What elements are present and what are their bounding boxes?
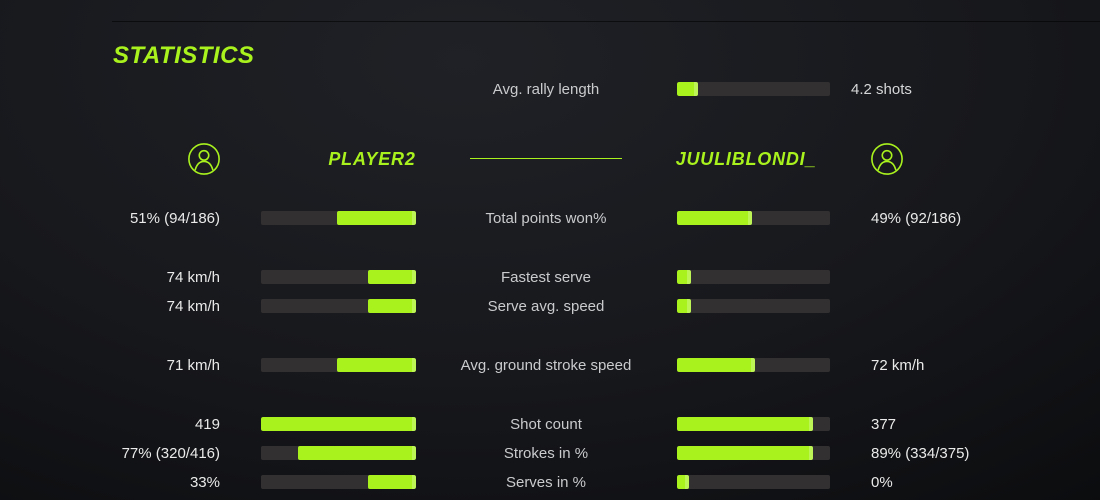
left-player-bar-fill (336, 211, 416, 225)
left-player-value: 74 km/h (166, 298, 220, 315)
right-player-value: 377 (871, 416, 897, 433)
left-player-bar-fill (261, 417, 416, 431)
left-player-bar-fill (367, 299, 416, 313)
right-player-bar (677, 358, 830, 372)
left-player-value: 419 (194, 416, 220, 433)
left-player-bar (261, 270, 416, 284)
right-player-value: 89% (334/375) (871, 445, 970, 462)
page-title: STATISTICS (113, 42, 255, 69)
rally-length-bar (677, 82, 830, 96)
left-player-bar-fill (367, 475, 416, 489)
right-player-bar-fill (677, 299, 691, 313)
stat-row-serves-in: 33% Serves in % 0% (0, 468, 1100, 497)
right-player-bar (677, 270, 830, 284)
right-player-bar (677, 446, 830, 460)
right-player-value: 72 km/h (871, 357, 925, 374)
stat-row-strokes-in: 77% (320/416) Strokes in % 89% (334/375) (0, 439, 1100, 468)
stat-label: Serve avg. speed (487, 298, 605, 315)
right-player-value: 49% (92/186) (871, 210, 962, 227)
stat-row-shot-count: 419 Shot count 377 (0, 410, 1100, 439)
right-player-bar (677, 211, 830, 225)
stat-label: Total points won% (485, 210, 607, 227)
left-player-value: 51% (94/186) (129, 210, 220, 227)
right-player-bar (677, 299, 830, 313)
left-player-bar (261, 475, 416, 489)
left-player-bar (261, 446, 416, 460)
left-player-bar-fill (298, 446, 416, 460)
panel-top-divider (112, 21, 1100, 22)
stat-label: Shot count (510, 416, 582, 433)
stat-row-total-points: 51% (94/186) Total points won% 49% (92/1… (0, 204, 1100, 233)
left-player-name: PLAYER2 (328, 149, 416, 169)
stat-label: Avg. rally length (492, 81, 600, 98)
left-player-value: 74 km/h (166, 269, 220, 286)
left-player-value: 77% (320/416) (121, 445, 220, 462)
stat-row-serve-avg-speed: 74 km/h Serve avg. speed (0, 292, 1100, 321)
left-player-bar-fill (367, 270, 416, 284)
stat-label: Strokes in % (503, 445, 589, 462)
left-player-avatar-icon[interactable] (187, 142, 221, 176)
center-divider-line (470, 158, 622, 159)
left-player-value: 71 km/h (166, 357, 220, 374)
left-player-bar (261, 358, 416, 372)
right-player-name: JUULIBLONDI_ (675, 149, 817, 169)
stat-label: Serves in % (505, 474, 587, 491)
stat-label: Fastest serve (500, 269, 592, 286)
left-player-bar (261, 211, 416, 225)
right-player-bar (677, 475, 830, 489)
right-player-bar-fill (677, 270, 691, 284)
right-player-bar-fill (677, 417, 814, 431)
left-player-bar-fill (336, 358, 416, 372)
left-player-value: 33% (189, 474, 220, 491)
right-player-bar-fill (677, 446, 814, 460)
stat-row-fastest-serve: 74 km/h Fastest serve (0, 263, 1100, 292)
rally-length-value: 4.2 shots (851, 81, 912, 98)
left-player-bar (261, 299, 416, 313)
right-player-bar (677, 417, 830, 431)
right-player-bar-fill (677, 475, 690, 489)
stat-row-ground-stroke-speed: 71 km/h Avg. ground stroke speed 72 km/h (0, 351, 1100, 380)
right-player-avatar-icon[interactable] (870, 142, 904, 176)
right-player-bar-fill (677, 358, 756, 372)
players-header: PLAYER2 JUULIBLONDI_ (0, 140, 1100, 178)
right-player-value: 0% (871, 474, 893, 491)
right-player-bar-fill (677, 211, 752, 225)
avg-rally-length-row: Avg. rally length 4.2 shots (0, 75, 1100, 104)
left-player-bar (261, 417, 416, 431)
stat-label: Avg. ground stroke speed (460, 357, 632, 374)
rally-length-bar-fill (677, 82, 699, 96)
